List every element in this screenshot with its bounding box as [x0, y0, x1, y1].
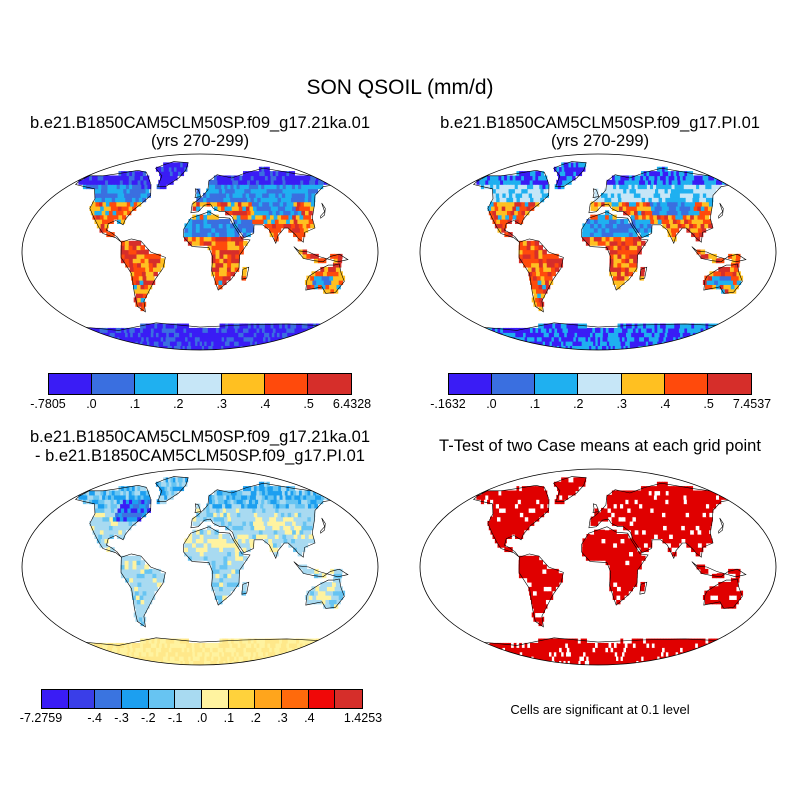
colorbar-top-left	[48, 373, 352, 395]
colorbar-labels-bottom-left: -7.2759 -.4 -.3 -.2 -.1 .0 .1 .2 .3 .4 1.4253	[20, 711, 382, 727]
colorbar-swatch	[178, 374, 222, 394]
colorbar-tick-label: .5	[303, 397, 314, 411]
colorbar-tick-label: .2	[573, 397, 584, 411]
panel-title-top-left-line2: (yrs 270-299)	[150, 132, 250, 150]
colorbar-labels-top-left: -.7805 .0 .1 .2 .3 .4 .5 6.4328	[30, 397, 371, 413]
colorbar-tick-label: 1.4253	[343, 711, 383, 725]
colorbar-tick-label: 7.4537	[732, 397, 772, 411]
panel-title-bottom-left-line2: - b.e21.B1850CAM5CLM50SP.f09_g17.PI.01	[35, 447, 365, 465]
colorbar-swatch	[307, 374, 351, 394]
colorbar-swatch	[449, 374, 493, 394]
colorbar-tick-label: -.2	[141, 711, 156, 725]
colorbar-swatch	[664, 374, 708, 394]
colorbar-swatch	[221, 374, 265, 394]
colorbar-tick-label: .1	[529, 397, 541, 411]
figure-title: SON QSOIL (mm/d)	[306, 76, 494, 99]
colorbar-swatch	[95, 690, 122, 708]
colorbar-tick-label: .5	[703, 397, 714, 411]
colorbar-tick-label: .3	[616, 397, 627, 411]
colorbar-tick-label: .3	[216, 397, 227, 411]
colorbar-swatch	[308, 690, 336, 708]
panel-title-top-left-line1: b.e21.B1850CAM5CLM50SP.f09_g17.21ka.01	[29, 114, 371, 132]
colorbar-swatch	[175, 690, 202, 708]
colorbar-tick-label: .0	[486, 397, 497, 411]
colorbar-tick-label: .1	[223, 711, 235, 725]
map-top-right	[419, 153, 777, 351]
colorbar-swatch	[492, 374, 536, 394]
colorbar-tick-label: -.1632	[430, 397, 466, 411]
colorbar-swatch	[255, 690, 282, 708]
colorbar-tick-label: -.4	[87, 711, 102, 725]
colorbar-bottom-left	[41, 689, 363, 709]
colorbar-tick-label: .3	[277, 711, 288, 725]
colorbar-tick-label: .2	[173, 397, 184, 411]
colorbar-swatch	[92, 374, 136, 394]
colorbar-swatch	[68, 690, 96, 708]
colorbar-swatch	[578, 374, 622, 394]
colorbar-tick-label: -7.2759	[19, 711, 63, 725]
map-bottom-left	[21, 468, 379, 666]
colorbar-tick-label: .0	[86, 397, 97, 411]
colorbar-tick-label: 6.4328	[332, 397, 372, 411]
colorbar-tick-label: .2	[250, 711, 261, 725]
significance-note: Cells are significant at 0.1 level	[510, 702, 690, 717]
colorbar-tick-label: .1	[129, 397, 141, 411]
colorbar-swatch	[264, 374, 308, 394]
colorbar-tick-label: -.7805	[30, 397, 66, 411]
colorbar-tick-label: .4	[259, 397, 271, 411]
colorbar-tick-label: .4	[659, 397, 671, 411]
colorbar-swatch	[49, 374, 93, 394]
colorbar-tick-label: .4	[304, 711, 315, 725]
colorbar-swatch	[135, 374, 179, 394]
colorbar-swatch	[535, 374, 579, 394]
map-bottom-right	[419, 468, 777, 666]
colorbar-swatch	[707, 374, 751, 394]
colorbar-labels-top-right: -.1632 .0 .1 .2 .3 .4 .5 7.4537	[430, 397, 771, 413]
colorbar-swatch	[281, 690, 309, 708]
colorbar-swatch	[148, 690, 176, 708]
panel-title-top-right-line2: (yrs 270-299)	[550, 132, 650, 150]
panel-title-top-right-line1: b.e21.B1850CAM5CLM50SP.f09_g17.PI.01	[440, 114, 760, 132]
map-top-left	[21, 153, 379, 351]
colorbar-swatch	[228, 690, 256, 708]
colorbar-tick-label: -.3	[114, 711, 129, 725]
colorbar-swatch	[621, 374, 665, 394]
colorbar-swatch	[201, 690, 229, 708]
colorbar-top-right	[448, 373, 752, 395]
colorbar-swatch	[42, 690, 69, 708]
panel-title-bottom-right: T-Test of two Case means at each grid po…	[439, 437, 761, 455]
colorbar-tick-label: -.1	[167, 711, 183, 725]
colorbar-tick-label: .0	[196, 711, 208, 725]
panel-title-bottom-left-line1: b.e21.B1850CAM5CLM50SP.f09_g17.21ka.01	[29, 428, 371, 446]
colorbar-swatch	[335, 690, 362, 708]
colorbar-swatch	[121, 690, 149, 708]
